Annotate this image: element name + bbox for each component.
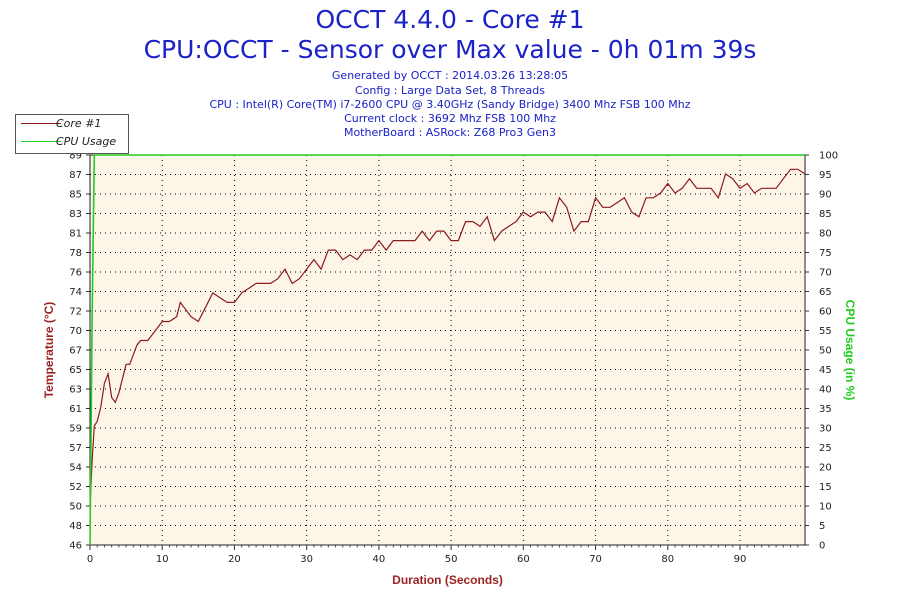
x-tick-label: 10	[156, 554, 169, 565]
y2-tick-label: 30	[819, 424, 832, 435]
y-tick-label: 57	[69, 443, 82, 454]
x-tick-label: 20	[228, 554, 241, 565]
y2-tick-label: 100	[819, 151, 838, 162]
y2-tick-label: 35	[819, 404, 832, 415]
y2-tick-label: 65	[819, 287, 832, 298]
plot-area	[90, 155, 805, 545]
x-tick-label: 90	[734, 554, 747, 565]
y2-tick-label: 85	[819, 209, 832, 220]
info-cpu: CPU : Intel(R) Core(TM) i7-2600 CPU @ 3.…	[209, 98, 691, 111]
y-tick-label: 54	[69, 463, 82, 474]
y2-tick-label: 50	[819, 346, 832, 357]
y2-tick-label: 0	[819, 541, 825, 552]
y2-axis-title: CPU Usage (in %)	[843, 300, 857, 401]
x-tick-label: 60	[517, 554, 530, 565]
y-tick-label: 50	[69, 502, 82, 513]
y-tick-label: 63	[69, 385, 82, 396]
y2-tick-label: 80	[819, 229, 832, 240]
legend-swatch-cpu-usage	[21, 141, 61, 142]
info-config: Config : Large Data Set, 8 Threads	[355, 84, 545, 97]
chart-subtitle: CPU:OCCT - Sensor over Max value - 0h 01…	[143, 35, 757, 64]
legend: Core #1 CPU Usage	[15, 114, 129, 154]
y-tick-label: 87	[69, 170, 82, 181]
y2-tick-label: 95	[819, 170, 832, 181]
y-tick-label: 65	[69, 365, 82, 376]
y-tick-label: 76	[69, 268, 82, 279]
x-tick-label: 80	[661, 554, 674, 565]
y2-tick-label: 5	[819, 521, 825, 532]
y-tick-label: 81	[69, 229, 82, 240]
y-tick-label: 46	[69, 541, 82, 552]
info-current-clock: Current clock : 3692 Mhz FSB 100 Mhz	[344, 112, 556, 125]
info-motherboard: MotherBoard : ASRock: Z68 Pro3 Gen3	[343, 126, 557, 139]
y2-tick-label: 25	[819, 443, 832, 454]
y-tick-label: 74	[69, 287, 82, 298]
legend-item-core1: Core #1	[16, 115, 128, 133]
y2-tick-label: 90	[819, 190, 832, 201]
x-tick-label: 30	[300, 554, 313, 565]
y-tick-label: 89	[69, 151, 82, 162]
legend-item-cpu-usage: CPU Usage	[16, 133, 128, 151]
y2-tick-label: 70	[819, 268, 832, 279]
y-tick-label: 67	[69, 346, 82, 357]
info-generated: Generated by OCCT : 2014.03.26 13:28:05	[331, 69, 569, 82]
y2-tick-label: 40	[819, 385, 832, 396]
y-axis-title: Temperature (°C)	[42, 302, 56, 399]
x-tick-label: 40	[373, 554, 386, 565]
y-tick-label: 78	[69, 248, 82, 259]
y-tick-label: 85	[69, 190, 82, 201]
y-tick-label: 52	[69, 482, 82, 493]
y2-tick-label: 10	[819, 502, 832, 513]
y-tick-label: 83	[69, 209, 82, 220]
y-tick-label: 70	[69, 326, 82, 337]
y2-tick-label: 75	[819, 248, 832, 259]
y-tick-label: 48	[69, 521, 82, 532]
x-tick-label: 70	[589, 554, 602, 565]
y-tick-label: 72	[69, 307, 82, 318]
y2-tick-label: 45	[819, 365, 832, 376]
chart-title: OCCT 4.4.0 - Core #1	[315, 5, 585, 34]
y2-tick-label: 60	[819, 307, 832, 318]
series-cpu-usage-line	[89, 154, 805, 546]
x-axis-title: Duration (Seconds)	[392, 573, 503, 587]
legend-swatch-core1	[21, 123, 61, 124]
series-core1-line	[89, 168, 806, 508]
legend-label-core1: Core #1	[56, 117, 102, 130]
y2-tick-label: 55	[819, 326, 832, 337]
x-tick-label: 0	[87, 554, 93, 565]
y-tick-label: 61	[69, 404, 82, 415]
x-tick-label: 50	[445, 554, 458, 565]
y-tick-label: 59	[69, 424, 82, 435]
legend-label-cpu-usage: CPU Usage	[56, 135, 117, 148]
y2-tick-label: 20	[819, 463, 832, 474]
y2-tick-label: 15	[819, 482, 832, 493]
